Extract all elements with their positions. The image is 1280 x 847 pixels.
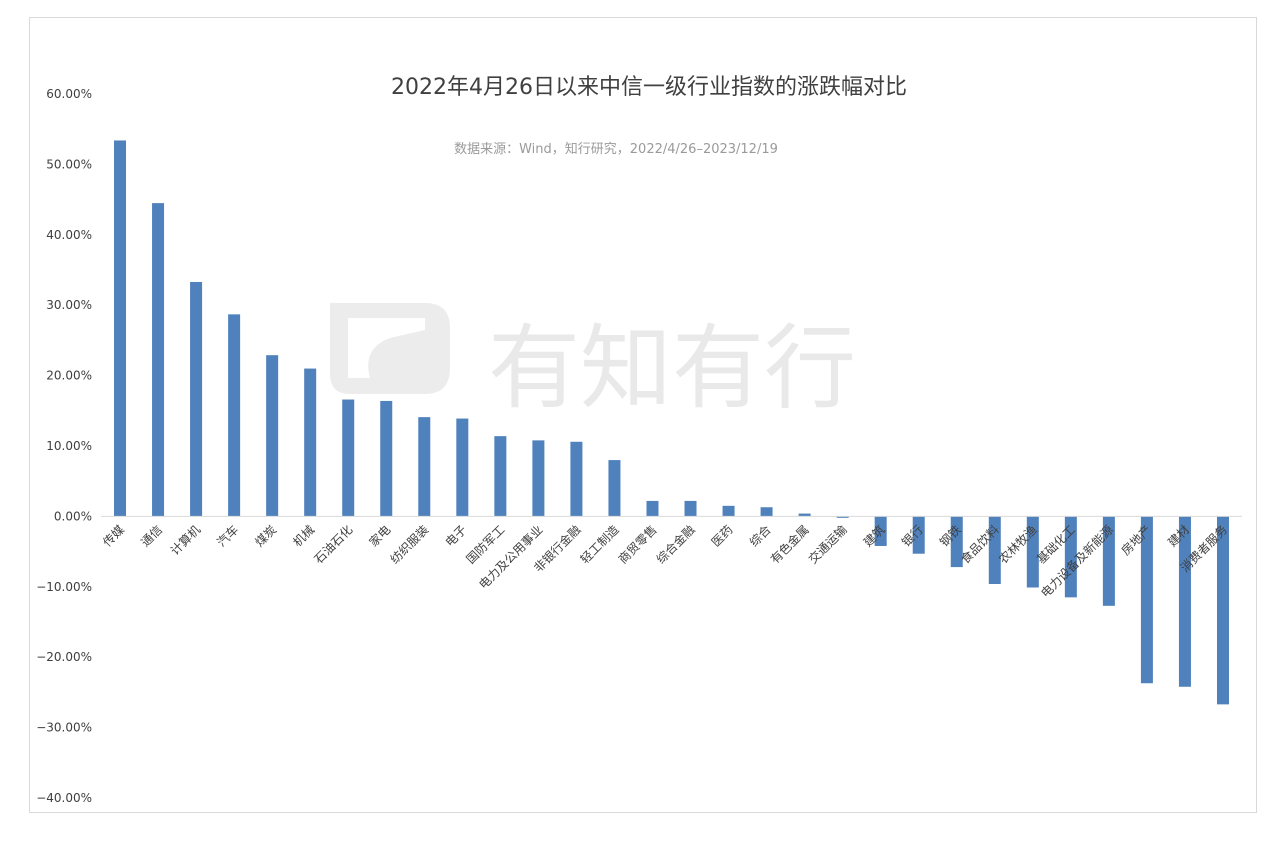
x-tick-label: 轻工制造 xyxy=(578,523,622,567)
bar xyxy=(1026,516,1039,588)
chart-subtitle: 数据来源：Wind，知行研究，2022/4/26–2023/12/19 xyxy=(454,141,778,157)
x-tick-label: 传媒 xyxy=(100,522,128,550)
bar xyxy=(418,417,431,517)
x-tick-label: 交通运输 xyxy=(805,522,850,567)
x-tick-label: 石油石化 xyxy=(311,523,355,567)
bar xyxy=(1216,516,1229,705)
bar xyxy=(570,441,583,517)
bar xyxy=(494,436,507,517)
bar xyxy=(342,399,355,517)
bar xyxy=(684,500,697,517)
y-tick-label: 40.00% xyxy=(46,228,92,242)
bar xyxy=(304,368,317,517)
y-tick-label: −20.00% xyxy=(36,650,92,664)
y-tick-label: 20.00% xyxy=(46,369,92,383)
bar xyxy=(190,281,203,517)
bar xyxy=(798,513,811,517)
x-tick-label: 计算机 xyxy=(167,522,203,558)
bar xyxy=(1064,516,1077,598)
bar xyxy=(646,500,659,517)
x-tick-label: 汽车 xyxy=(214,522,242,550)
x-tick-label: 机械 xyxy=(290,522,318,550)
x-tick-label: 电子 xyxy=(443,523,470,550)
bar xyxy=(114,140,127,517)
x-tick-label: 有色金属 xyxy=(767,522,812,567)
bar-chart: 有知有行 2022年4月26日以来中信一级行业指数的涨跌幅对比 数据来源：Win… xyxy=(36,75,1242,805)
bar xyxy=(1178,516,1191,687)
bar xyxy=(950,516,963,568)
y-tick-label: −40.00% xyxy=(36,791,92,805)
bar xyxy=(228,314,241,517)
y-tick-label: 10.00% xyxy=(46,439,92,453)
bar xyxy=(380,400,393,517)
x-tick-label: 煤炭 xyxy=(252,523,279,550)
watermark: 有知有行 xyxy=(330,303,856,422)
y-axis-ticks: 60.00% 50.00% 40.00% 30.00% 20.00% 10.00% 0.00… xyxy=(36,87,92,805)
bar xyxy=(874,516,887,546)
x-tick-label: 综合金融 xyxy=(653,522,698,567)
bar xyxy=(456,418,469,517)
y-tick-label: 60.00% xyxy=(46,87,92,101)
bar xyxy=(912,516,925,554)
chart-title: 2022年4月26日以来中信一级行业指数的涨跌幅对比 xyxy=(391,75,907,100)
watermark-logo-icon xyxy=(330,303,450,394)
watermark-text: 有知有行 xyxy=(488,315,856,422)
x-tick-label: 综合 xyxy=(746,522,774,550)
bar xyxy=(1140,516,1153,684)
x-tick-label: 医药 xyxy=(709,523,736,550)
bar xyxy=(608,460,621,517)
y-tick-label: 0.00% xyxy=(54,509,92,523)
y-tick-label: 50.00% xyxy=(46,157,92,171)
bar xyxy=(760,507,773,517)
bar xyxy=(266,355,279,517)
bar xyxy=(988,516,1001,584)
x-tick-label: 通信 xyxy=(138,523,165,550)
bar xyxy=(836,516,849,518)
bar xyxy=(722,505,735,517)
y-tick-label: −30.00% xyxy=(36,721,92,735)
bar xyxy=(152,203,165,517)
x-tick-label: 纺织服装 xyxy=(388,523,432,567)
y-tick-label: −10.00% xyxy=(36,580,92,594)
bars xyxy=(114,140,1229,705)
y-tick-label: 30.00% xyxy=(46,298,92,312)
x-tick-label: 家电 xyxy=(366,522,394,550)
x-tick-label: 商贸零售 xyxy=(615,522,660,567)
bar xyxy=(1102,516,1115,606)
chart-frame: 有知有行 2022年4月26日以来中信一级行业指数的涨跌幅对比 数据来源：Win… xyxy=(29,17,1257,813)
bar xyxy=(532,440,545,517)
